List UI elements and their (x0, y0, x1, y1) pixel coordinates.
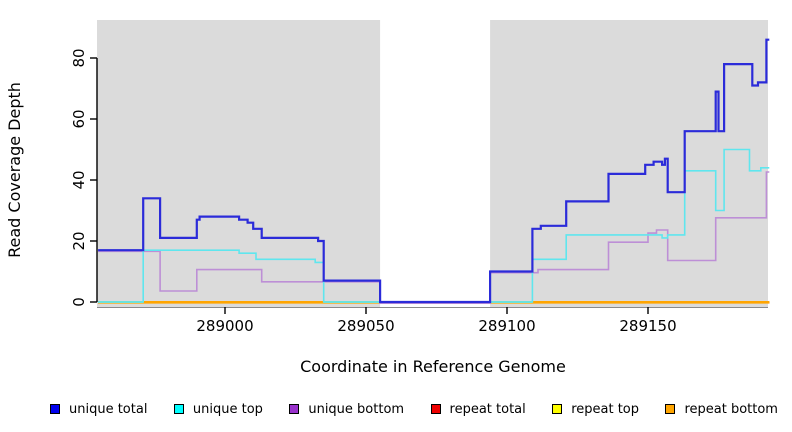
legend-swatch-icon (430, 404, 441, 414)
y-tick-label: 20 (70, 231, 88, 250)
legend-swatch-icon (50, 404, 60, 414)
legend-swatch-icon (552, 404, 563, 414)
y-tick-label: 80 (70, 48, 88, 67)
legend-item-repeat-bottom: repeat bottom (665, 402, 778, 417)
legend-swatch-icon (289, 404, 300, 414)
x-tick-label: 289150 (619, 317, 676, 335)
masked-gap-region (380, 20, 491, 307)
legend: unique total unique top unique bottom repea… (0, 392, 792, 426)
x-axis-title: Coordinate in Reference Genome (300, 357, 566, 376)
series-unique-top (98, 148, 770, 303)
x-tick-label: 289100 (478, 317, 535, 335)
legend-label: unique top (192, 401, 263, 417)
plot-area: 0 20 40 60 80 289000 289050 289100 289150 Read Co… (5, 20, 770, 376)
y-tick-label: 60 (70, 109, 88, 128)
series-unique-total (98, 38, 770, 304)
legend-label: unique total (69, 401, 148, 417)
legend-label: repeat top (571, 401, 639, 417)
legend-label: unique bottom (308, 401, 405, 417)
legend-item-repeat-total: repeat total (430, 401, 526, 417)
x-tick-label: 289000 (196, 317, 253, 335)
y-tick-label: 40 (70, 170, 88, 189)
x-tick-label: 289050 (337, 317, 394, 335)
legend-swatch-icon (665, 404, 676, 414)
legend-item-repeat-top: repeat top (552, 402, 639, 417)
legend-label: repeat bottom (684, 401, 778, 417)
legend-label: repeat total (449, 401, 526, 417)
series-unique-bottom (98, 171, 770, 304)
legend-item-unique-bottom: unique bottom (289, 402, 404, 417)
y-tick-label: 0 (70, 297, 88, 307)
legend-item-unique-total: unique total (50, 402, 147, 417)
legend-item-unique-top: unique top (173, 401, 263, 417)
y-axis-title: Read Coverage Depth (5, 82, 24, 258)
legend-swatch-icon (173, 404, 184, 414)
